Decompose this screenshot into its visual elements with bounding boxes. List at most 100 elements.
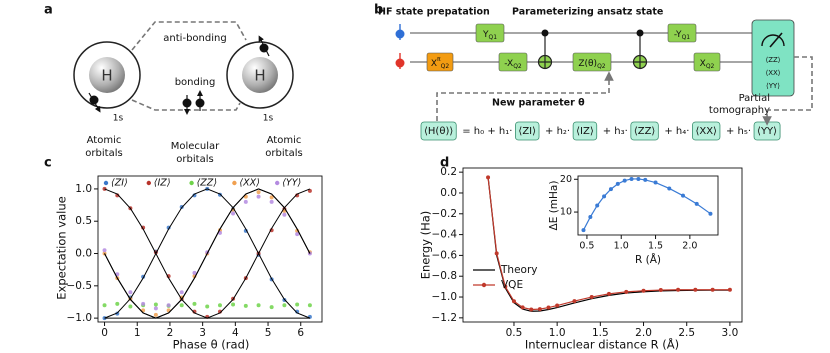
data-point xyxy=(192,193,197,198)
equation-term: ⟨YY⟩ xyxy=(757,126,777,137)
data-point xyxy=(153,312,158,317)
data-point xyxy=(708,211,713,216)
legend-label: VQE xyxy=(501,279,523,291)
caption: Atomic xyxy=(267,135,302,146)
legend-marker xyxy=(232,180,237,186)
gate-sub: Q2 xyxy=(513,63,522,70)
gate-sub: Q1 xyxy=(488,34,497,41)
data-point xyxy=(595,203,600,208)
caption: orbitals xyxy=(265,148,302,159)
gate-label: -YQ1 xyxy=(674,30,690,41)
data-point xyxy=(572,299,577,304)
meter-needle xyxy=(769,32,783,48)
y-tick-label: −0.6 xyxy=(432,249,458,261)
data-point xyxy=(555,303,560,308)
data-point xyxy=(153,302,158,307)
spin-arrow xyxy=(88,92,101,113)
data-point xyxy=(588,214,593,219)
gate-main: X xyxy=(700,59,706,69)
data-point xyxy=(115,301,120,306)
term-box xyxy=(572,121,598,141)
tomography-box xyxy=(751,19,795,97)
y-axis-label: Expectation value xyxy=(55,196,69,299)
gate-label: -XQ2 xyxy=(504,59,522,70)
section-label: HF state prepatation xyxy=(378,7,490,18)
data-point xyxy=(667,186,672,191)
x-tick-label: 3 xyxy=(199,327,206,339)
plot-area xyxy=(581,176,713,233)
panel-letter: c xyxy=(44,156,52,171)
x-tick-label: 5 xyxy=(265,327,272,339)
y-tick-label: −0.2 xyxy=(432,208,458,220)
gate-sub: Q1 xyxy=(682,34,691,41)
orbital-label: 1s xyxy=(263,114,274,124)
data-point xyxy=(256,194,261,199)
feedback-label: New parameter θ xyxy=(492,98,585,109)
data-point xyxy=(658,288,663,293)
x-axis-label: Internuclear distance R (Å) xyxy=(525,337,679,352)
data-point xyxy=(606,291,611,296)
equation-coef: + h₅· xyxy=(726,126,751,137)
panel-letter: a xyxy=(44,3,53,18)
term-box xyxy=(692,121,721,141)
data-point xyxy=(166,303,171,308)
tomography-label: Partial xyxy=(739,93,770,104)
data-point xyxy=(282,303,287,308)
cnot-plus xyxy=(538,55,552,69)
data-point xyxy=(217,303,222,308)
x-tick-label: 2.0 xyxy=(682,241,697,252)
tomography-term: ⟨YY⟩ xyxy=(766,82,780,90)
x-tick-label: 4 xyxy=(232,327,239,339)
data-point xyxy=(520,305,525,310)
data-point xyxy=(622,178,627,183)
level-label: bonding xyxy=(175,77,216,88)
data-point xyxy=(295,193,300,198)
legend-label: ⟨YY⟩ xyxy=(282,178,301,189)
data-point xyxy=(676,287,681,292)
data-point xyxy=(256,303,261,308)
x-tick-label: 2.0 xyxy=(635,327,652,339)
panel-letter: d xyxy=(440,156,449,171)
x-tick-label: 1.5 xyxy=(592,327,609,339)
y-tick-label: 10 xyxy=(560,207,572,218)
legend-marker xyxy=(275,180,280,186)
data-point xyxy=(511,299,516,304)
data-point xyxy=(693,287,698,292)
data-point xyxy=(179,303,184,308)
data-point xyxy=(192,301,197,306)
legend-marker xyxy=(146,180,151,186)
gate-main: Y xyxy=(482,30,489,40)
data-point xyxy=(192,270,197,275)
x-tick-label: 6 xyxy=(297,327,304,339)
gate-sub: Q2 xyxy=(441,63,450,70)
cnot-control xyxy=(541,29,549,37)
atom-label: H xyxy=(101,67,112,85)
equation-coef: + h₄· xyxy=(664,126,689,137)
data-point xyxy=(102,303,107,308)
data-point xyxy=(653,180,658,185)
data-point xyxy=(643,177,648,182)
atom-label: H xyxy=(254,67,265,85)
legend-label: ⟨ZZ⟩ xyxy=(197,178,217,189)
x-tick-label: 1.0 xyxy=(549,327,566,339)
plot-area xyxy=(102,186,312,321)
data-point xyxy=(231,211,236,216)
data-point xyxy=(256,190,261,195)
data-point xyxy=(269,199,274,204)
x-tick-label: 0.5 xyxy=(506,327,523,339)
y-tick-label: 0.0 xyxy=(440,187,457,199)
x-tick-label: 3.0 xyxy=(722,327,739,339)
data-point xyxy=(128,290,133,295)
gate-sub: Q2 xyxy=(706,63,715,70)
gate-main: Z(θ) xyxy=(578,59,597,69)
data-point xyxy=(231,302,236,307)
data-point xyxy=(153,306,158,311)
x-tick-label: 0 xyxy=(101,327,108,339)
data-point xyxy=(629,176,634,181)
meter-icon xyxy=(761,34,785,47)
equation-term: ⟨ZZ⟩ xyxy=(634,126,656,137)
data-point xyxy=(636,176,641,181)
term-box xyxy=(420,121,457,141)
